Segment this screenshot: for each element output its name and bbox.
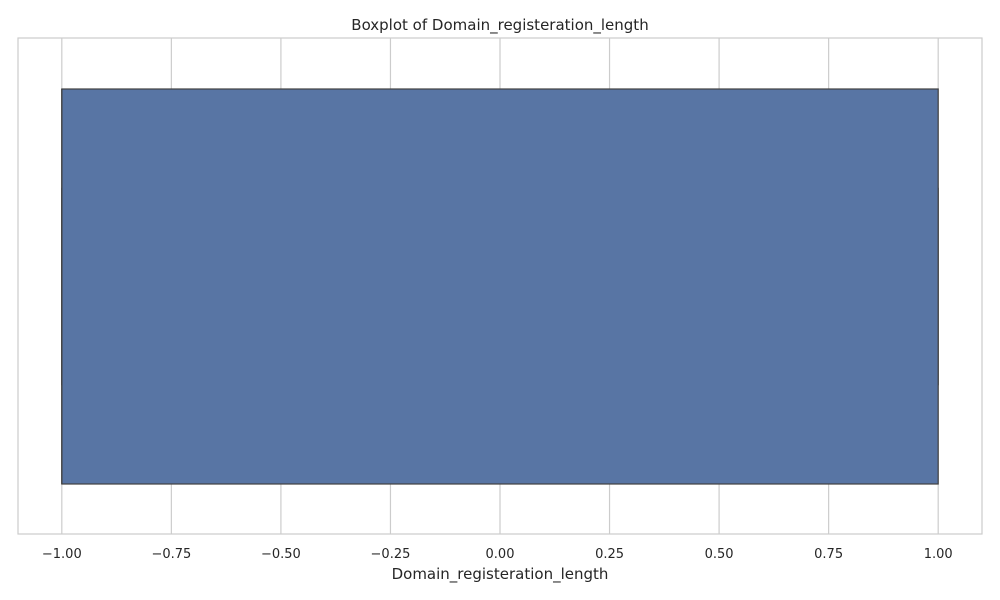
x-tick-label: −0.25: [371, 547, 411, 562]
x-tick-label: 0.25: [595, 547, 624, 562]
chart-title: Boxplot of Domain_registeration_length: [351, 16, 648, 35]
x-tick-label: −0.75: [151, 547, 191, 562]
x-axis-label: Domain_registeration_length: [392, 565, 609, 584]
box-layer: [61, 88, 939, 485]
x-tick-label: 0.00: [486, 547, 515, 562]
x-tick-label: −1.00: [42, 547, 82, 562]
plot-frame: [17, 37, 983, 535]
box-iqr: [61, 88, 939, 485]
x-tick-label: −0.50: [261, 547, 301, 562]
x-tick-label: 0.50: [705, 547, 734, 562]
x-tick-label: 1.00: [924, 547, 953, 562]
tick-layer: −1.00 −0.75 −0.50 −0.25 0.00 0.25 0.50 0.75 1.00: [42, 547, 953, 562]
x-tick-label: 0.75: [814, 547, 843, 562]
